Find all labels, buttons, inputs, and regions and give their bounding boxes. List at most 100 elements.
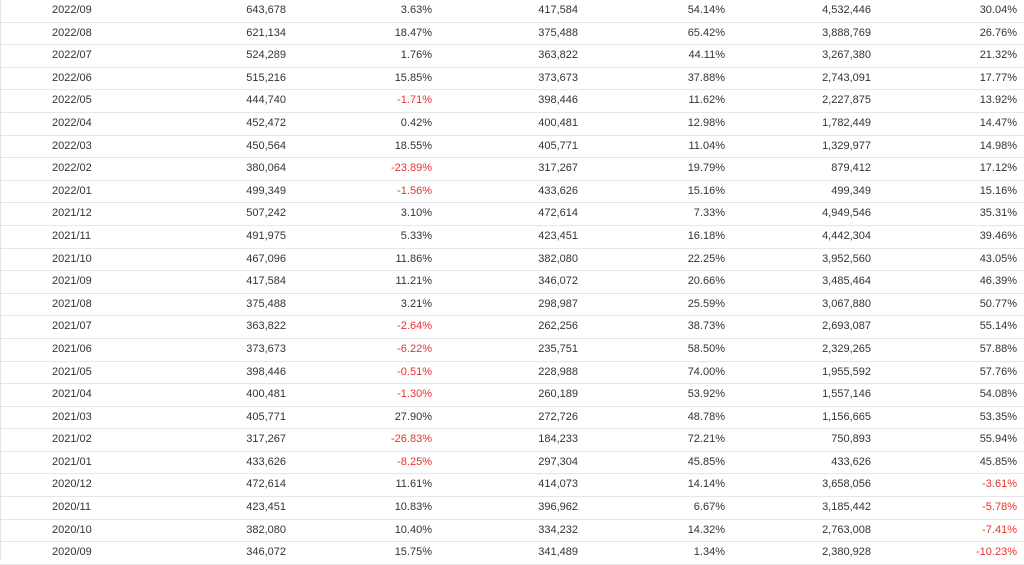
yoy-change-cell: 74.00%	[687, 365, 725, 378]
cumulative-cell: 2,380,928	[822, 546, 871, 559]
cumulative-yoy-cell: 15.16%	[979, 184, 1017, 197]
prev-value-cell: 260,189	[538, 388, 578, 401]
prev-value-cell: 363,822	[538, 49, 578, 62]
value-cell: 400,481	[246, 388, 286, 401]
month-cell: 2020/12	[52, 478, 92, 491]
mom-change-cell: 3.10%	[400, 207, 432, 220]
cumulative-yoy-cell: 26.76%	[979, 26, 1017, 39]
mom-change-cell: -6.22%	[397, 342, 432, 355]
yoy-change-cell: 19.79%	[687, 162, 725, 175]
cumulative-yoy-cell: 17.77%	[979, 71, 1017, 84]
mom-change-cell: 15.85%	[394, 71, 432, 84]
yoy-change-cell: 38.73%	[687, 320, 725, 333]
prev-value-cell: 405,771	[538, 139, 578, 152]
cumulative-cell: 499,349	[831, 184, 871, 197]
month-cell: 2022/05	[52, 94, 92, 107]
yoy-change-cell: 44.11%	[688, 49, 726, 62]
yoy-change-cell: 65.42%	[687, 26, 725, 39]
value-cell: 375,488	[246, 297, 286, 310]
cumulative-cell: 3,185,442	[822, 501, 871, 514]
value-cell: 417,584	[246, 275, 286, 288]
mom-change-cell: -1.56%	[397, 184, 432, 197]
month-cell: 2022/02	[52, 162, 92, 175]
mom-change-cell: 10.40%	[394, 523, 432, 536]
mom-change-cell: 3.63%	[400, 4, 432, 16]
prev-value-cell: 417,584	[538, 4, 578, 16]
month-cell: 2021/09	[52, 275, 92, 288]
table-row: 2022/07 524,289 1.76% 363,822 44.11% 3,267,38…	[0, 45, 1024, 68]
month-cell: 2021/12	[52, 207, 92, 220]
yoy-change-cell: 15.16%	[687, 184, 725, 197]
cumulative-yoy-cell: 14.47%	[979, 116, 1017, 129]
yoy-change-cell: 7.33%	[693, 207, 725, 220]
yoy-change-cell: 25.59%	[687, 297, 725, 310]
prev-value-cell: 228,988	[538, 365, 578, 378]
table-row: 2021/12 507,242 3.10% 472,614 7.33% 4,949,546…	[0, 203, 1024, 226]
yoy-change-cell: 14.32%	[687, 523, 725, 536]
month-cell: 2021/06	[52, 342, 92, 355]
month-cell: 2021/04	[52, 388, 92, 401]
prev-value-cell: 334,232	[538, 523, 578, 536]
value-cell: 346,072	[246, 546, 286, 559]
yoy-change-cell: 14.14%	[687, 478, 725, 491]
yoy-change-cell: 20.66%	[687, 275, 725, 288]
mom-change-cell: 10.83%	[394, 501, 432, 514]
cumulative-cell: 4,442,304	[822, 229, 871, 242]
value-cell: 380,064	[246, 162, 286, 175]
month-cell: 2021/10	[52, 252, 92, 265]
yoy-change-cell: 11.62%	[688, 94, 726, 107]
month-cell: 2022/08	[52, 26, 92, 39]
yoy-change-cell: 6.67%	[693, 501, 725, 514]
cumulative-yoy-cell: 46.39%	[979, 275, 1017, 288]
value-cell: 444,740	[246, 94, 286, 107]
cumulative-yoy-cell: 39.46%	[979, 229, 1017, 242]
yoy-change-cell: 16.18%	[687, 229, 725, 242]
mom-change-cell: 18.47%	[394, 26, 432, 39]
month-cell: 2021/11	[52, 229, 91, 242]
mom-change-cell: 11.21%	[395, 275, 433, 288]
cumulative-cell: 4,949,546	[822, 207, 871, 220]
table-row: 2021/06 373,673 -6.22% 235,751 58.50% 2,329,2…	[0, 339, 1024, 362]
table-row: 2021/11 491,975 5.33% 423,451 16.18% 4,442,30…	[0, 226, 1024, 249]
prev-value-cell: 317,267	[538, 162, 578, 175]
month-cell: 2022/07	[52, 49, 92, 62]
value-cell: 507,242	[246, 207, 286, 220]
cumulative-yoy-cell: 50.77%	[979, 297, 1017, 310]
table-row: 2021/02 317,267 -26.83% 184,233 72.21% 750,89…	[0, 429, 1024, 452]
month-cell: 2020/09	[52, 546, 92, 559]
value-cell: 398,446	[246, 365, 286, 378]
cumulative-yoy-cell: 55.94%	[979, 433, 1017, 446]
table-row: 2021/08 375,488 3.21% 298,987 25.59% 3,067,88…	[0, 294, 1024, 317]
table-row: 2021/07 363,822 -2.64% 262,256 38.73% 2,693,0…	[0, 316, 1024, 339]
value-cell: 363,822	[246, 320, 286, 333]
cumulative-cell: 750,893	[831, 433, 871, 446]
cumulative-yoy-cell: 55.14%	[979, 320, 1017, 333]
cumulative-yoy-cell: 45.85%	[979, 455, 1017, 468]
prev-value-cell: 382,080	[538, 252, 578, 265]
prev-value-cell: 414,073	[538, 478, 578, 491]
value-cell: 515,216	[246, 71, 286, 84]
value-cell: 373,673	[246, 342, 286, 355]
mom-change-cell: 11.86%	[395, 252, 433, 265]
mom-change-cell: -2.64%	[397, 320, 432, 333]
cumulative-yoy-cell: 35.31%	[979, 207, 1017, 220]
value-cell: 405,771	[246, 410, 286, 423]
mom-change-cell: 15.75%	[394, 546, 432, 559]
month-cell: 2022/01	[52, 184, 92, 197]
table-row: 2020/12 472,614 11.61% 414,073 14.14% 3,658,0…	[0, 474, 1024, 498]
cumulative-cell: 2,743,091	[822, 71, 871, 84]
cumulative-yoy-cell: 14.98%	[979, 139, 1017, 152]
prev-value-cell: 341,489	[538, 546, 578, 559]
prev-value-cell: 184,233	[538, 433, 578, 446]
month-cell: 2021/08	[52, 297, 92, 310]
mom-change-cell: 11.61%	[395, 478, 433, 491]
mom-change-cell: 0.42%	[400, 116, 432, 129]
table-row: 2020/10 382,080 10.40% 334,232 14.32% 2,763,0…	[0, 520, 1024, 543]
prev-value-cell: 297,304	[538, 455, 578, 468]
value-cell: 382,080	[246, 523, 286, 536]
table-row: 2022/05 444,740 -1.71% 398,446 11.62% 2,227,8…	[0, 90, 1024, 113]
value-cell: 472,614	[246, 478, 286, 491]
cumulative-cell: 2,763,008	[822, 523, 871, 536]
cumulative-cell: 1,156,665	[822, 410, 871, 423]
